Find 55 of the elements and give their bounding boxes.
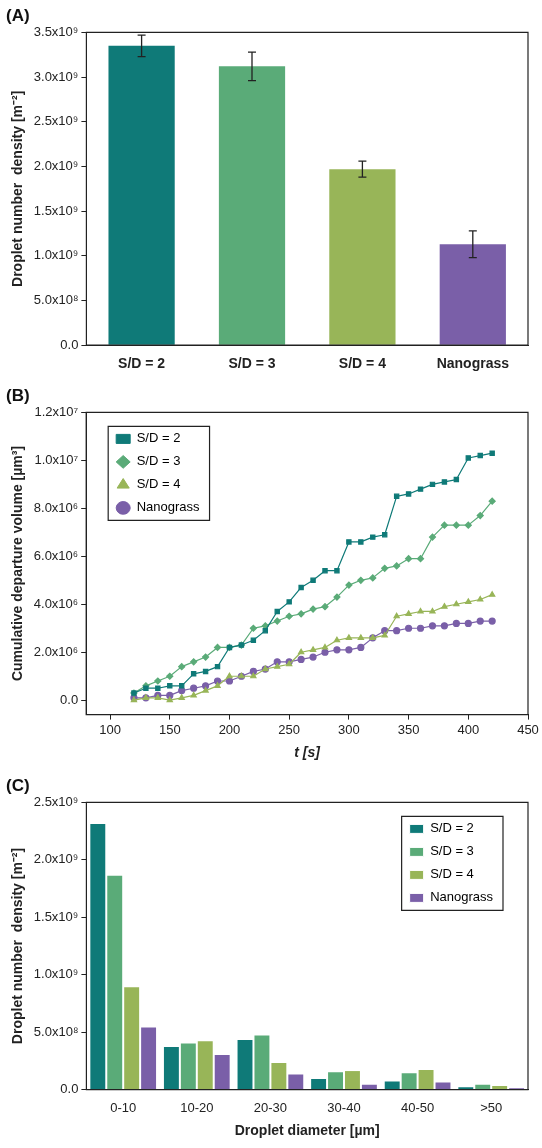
x-axis-title: t [s]	[294, 744, 322, 761]
x-tick-label: 450	[517, 721, 539, 737]
y-tick-label: 0.0	[60, 691, 79, 707]
y-tick-label: 1.5x10⁹	[33, 908, 79, 924]
legend-label: Nanograss	[136, 499, 201, 515]
legend-label: S/D = 4	[430, 866, 474, 882]
x-tick-label: 40-50	[400, 1099, 435, 1115]
chart-title: (B)	[6, 385, 30, 405]
legend-label: S/D = 4	[136, 476, 181, 492]
x-tick-label: S/D = 4	[338, 355, 387, 372]
y-tick-label: 1.2x10⁷	[34, 403, 79, 419]
legend-label: S/D = 3	[136, 453, 181, 469]
x-axis-title: Droplet diameter [µm]	[234, 1122, 380, 1139]
legend-label: S/D = 3	[430, 843, 474, 859]
legend-label: S/D = 2	[430, 820, 474, 836]
y-tick-label: 5.0x10⁸	[33, 292, 79, 308]
x-tick-label: S/D = 3	[228, 355, 276, 372]
x-tick-label: 30-40	[327, 1099, 361, 1115]
y-tick-label: 5.0x10⁸	[33, 1023, 79, 1039]
y-tick-label: 8.0x10⁶	[33, 499, 79, 515]
x-tick-label: 100	[99, 721, 121, 737]
x-tick-label: 300	[338, 721, 360, 737]
y-tick-label: 0.0	[60, 336, 79, 352]
y-tick-label: 6.0x10⁶	[33, 547, 79, 563]
x-tick-label: 10-20	[180, 1099, 214, 1115]
y-tick-label: 0.0	[60, 1081, 79, 1097]
y-axis-title: Droplet number density [m⁻²]	[9, 90, 26, 287]
y-tick-label: 2.0x10⁹	[33, 851, 79, 867]
x-tick-label: Nanograss	[436, 355, 510, 372]
y-tick-label: 3.0x10⁹	[33, 68, 79, 84]
x-tick-label: 150	[158, 721, 181, 737]
legend-label: S/D = 2	[136, 430, 181, 446]
x-tick-label: 350	[397, 721, 420, 737]
y-tick-label: 1.0x10⁷	[34, 451, 79, 467]
x-tick-label: 250	[278, 721, 301, 737]
x-tick-label: 0-10	[110, 1099, 137, 1115]
y-axis-title: Cumulative departure volume [µm³]	[9, 445, 26, 682]
y-tick-label: 1.0x10⁹	[33, 966, 79, 982]
legend-label: Nanograss	[430, 889, 494, 905]
y-tick-label: 3.5x10⁹	[33, 23, 79, 39]
y-tick-label: 1.5x10⁹	[33, 202, 79, 218]
x-tick-label: 200	[218, 721, 241, 737]
y-tick-label: 2.5x10⁹	[33, 793, 79, 809]
y-tick-label: 2.0x10⁹	[33, 158, 79, 174]
y-tick-label: 2.0x10⁶	[33, 643, 79, 659]
y-tick-label: 2.5x10⁹	[33, 113, 79, 129]
y-tick-label: 1.0x10⁹	[33, 247, 79, 263]
x-tick-label: >50	[480, 1099, 503, 1115]
y-axis-title: Droplet number density [m⁻²]	[9, 847, 26, 1045]
chart-title: (C)	[6, 775, 30, 795]
x-tick-label: 400	[457, 721, 480, 737]
x-tick-label: 20-30	[253, 1099, 288, 1115]
x-tick-label: S/D = 2	[118, 355, 166, 372]
chart-title: (A)	[6, 5, 30, 25]
y-tick-label: 4.0x10⁶	[33, 595, 79, 611]
